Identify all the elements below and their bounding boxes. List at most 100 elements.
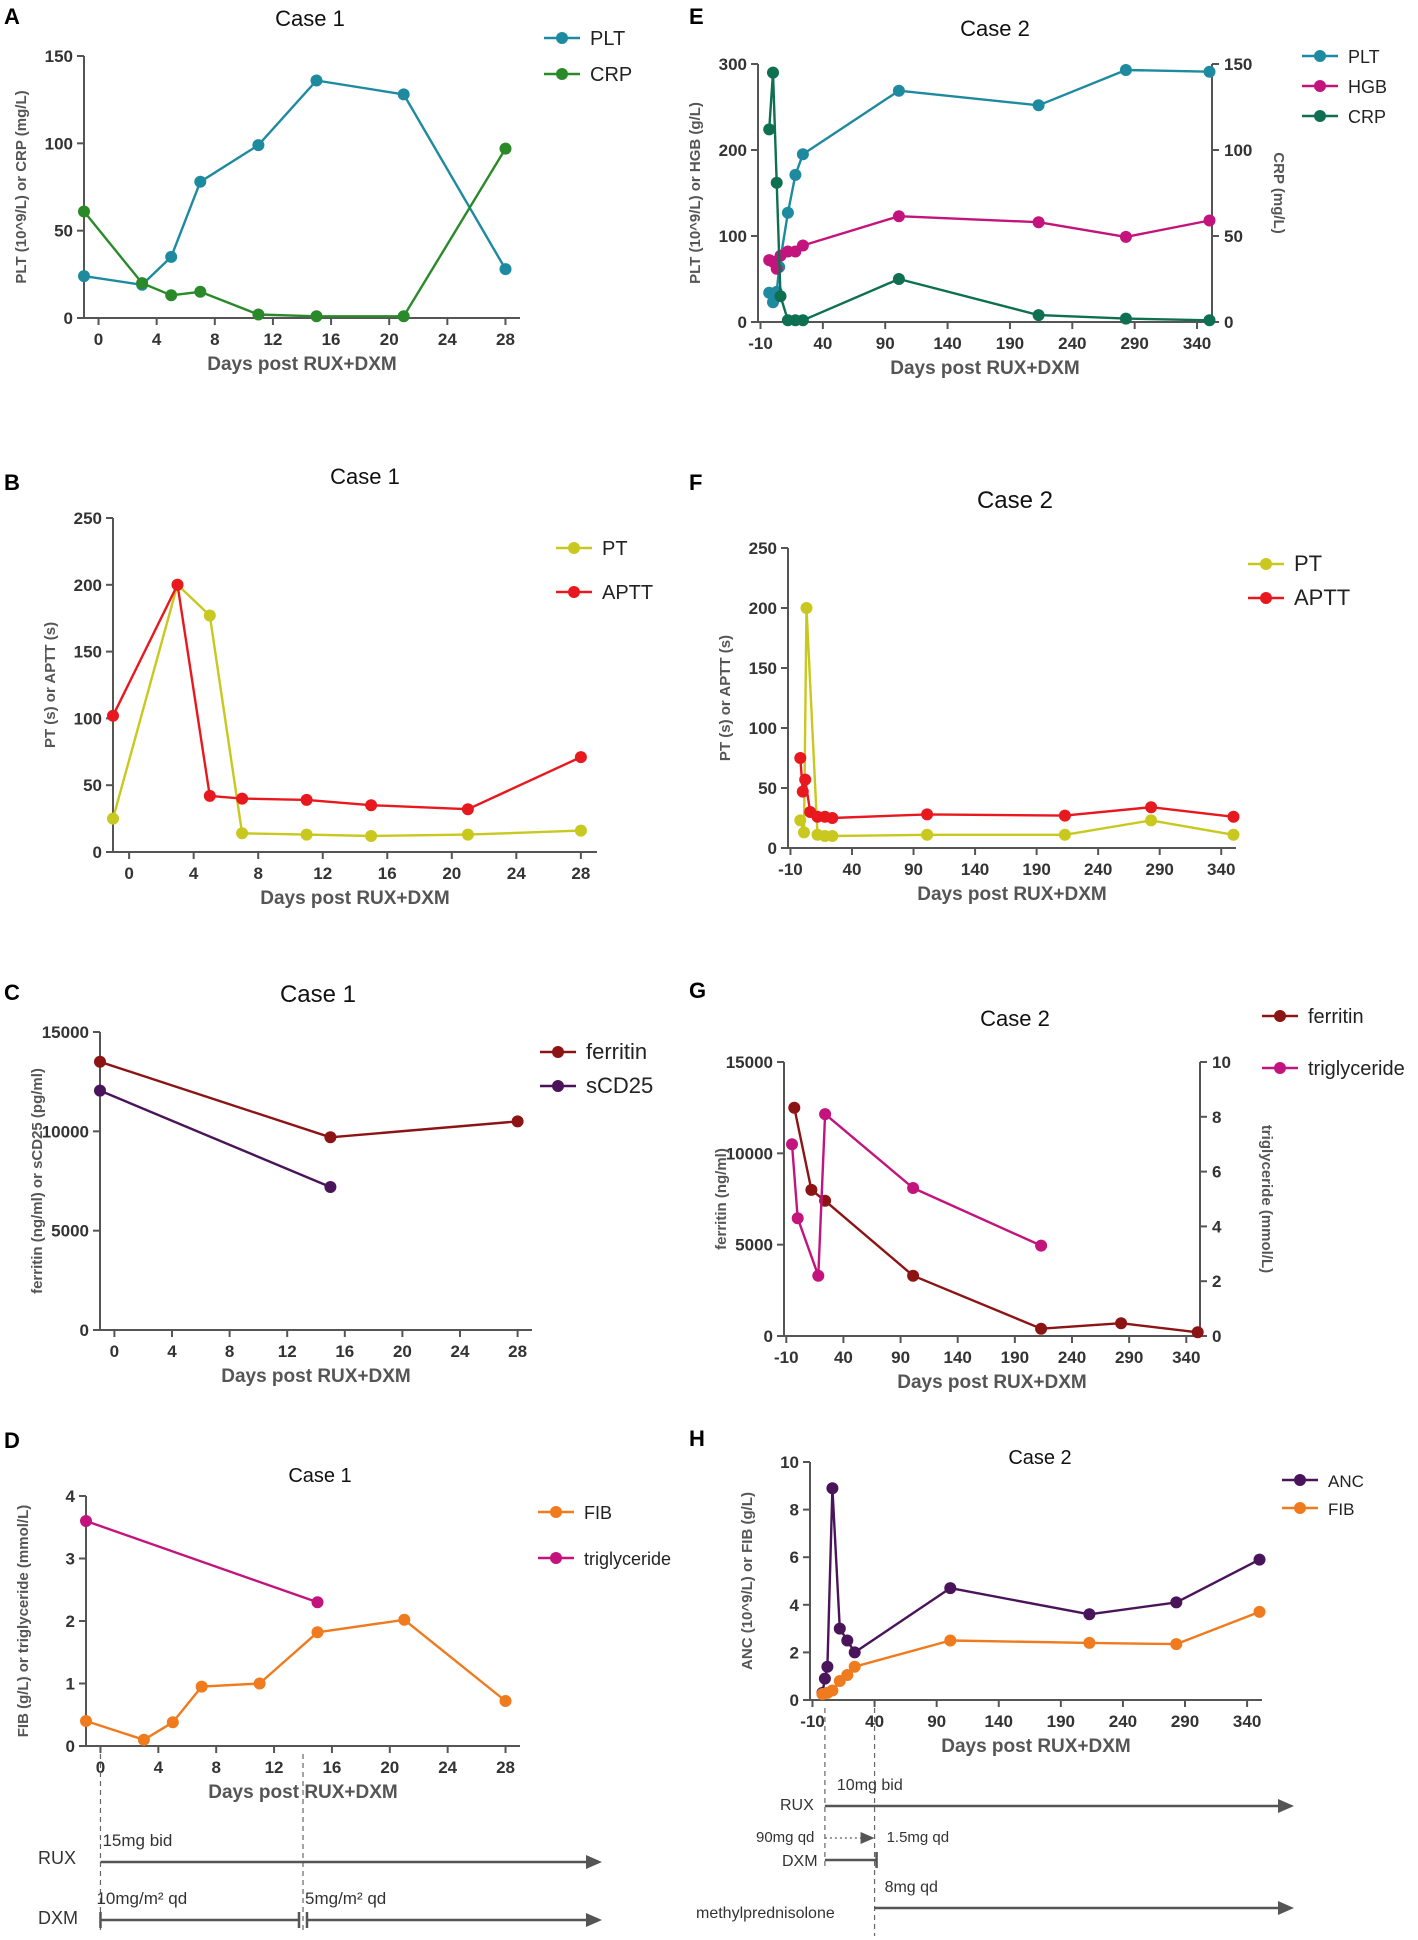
data-point-HGB <box>892 210 905 223</box>
y2-axis-title: CRP (mg/L) <box>1270 152 1287 233</box>
x-tick-label: 16 <box>335 1342 354 1361</box>
legend-label: triglyceride <box>584 1549 671 1569</box>
x-tick-label: 12 <box>278 1342 297 1361</box>
y2-tick-label: 50 <box>1224 227 1243 246</box>
data-point-FIB <box>1253 1605 1266 1618</box>
data-point-PLT <box>397 88 410 101</box>
y-tick-label: 3 <box>66 1550 75 1569</box>
y-tick-label: 200 <box>719 141 747 160</box>
data-point-ANC <box>833 1622 846 1635</box>
data-point-CRP <box>892 273 905 285</box>
timeline-arrowhead <box>586 1913 602 1927</box>
data-point-CRP <box>1119 312 1132 325</box>
data-point-CRP <box>397 310 410 323</box>
y-tick-label: 0 <box>738 313 747 332</box>
legend-label: PT <box>602 538 628 560</box>
data-point-FIB <box>944 1634 957 1647</box>
x-tick-label: 28 <box>508 1342 527 1361</box>
data-point-CRP <box>78 205 90 218</box>
data-point-PLT <box>165 250 178 263</box>
data-point-PT <box>1145 814 1158 827</box>
x-tick-label: 8 <box>225 1342 234 1361</box>
y-tick-label: 10000 <box>42 1122 89 1141</box>
data-point-triglyceride <box>812 1269 825 1282</box>
x-tick-label: 0 <box>94 330 103 349</box>
panel-label: E <box>689 4 704 29</box>
data-point-PT <box>107 812 119 825</box>
x-axis-title: Days post RUX+DXM <box>890 358 1080 379</box>
data-point-ferritin <box>94 1055 106 1068</box>
data-point-FIB <box>841 1669 854 1681</box>
legend-label: ferritin <box>586 1039 647 1064</box>
legend-swatch-marker <box>568 542 580 554</box>
y-axis-title: PT (s) or APTT (s) <box>42 622 59 748</box>
x-tick-label: 340 <box>1183 334 1211 353</box>
x-tick-label: 8 <box>210 330 219 349</box>
legend-item: APTT <box>1248 585 1350 610</box>
timeline-row-label: RUX <box>38 1848 76 1868</box>
legend-label: PLT <box>1348 47 1380 67</box>
data-point-CRP <box>767 66 779 79</box>
data-point-FIB <box>195 1680 208 1693</box>
x-tick-label: 20 <box>380 1758 399 1777</box>
data-point-PLT <box>1032 99 1045 112</box>
legend-swatch-marker <box>1314 50 1326 62</box>
data-point-APTT <box>794 752 807 764</box>
legend-swatch-marker <box>1274 1010 1286 1022</box>
data-point-PLT <box>789 168 802 181</box>
legend-item: PLT <box>544 28 625 50</box>
series-line-sCD25 <box>99 1089 331 1189</box>
x-tick-label: 240 <box>1058 334 1086 353</box>
x-tick-label: 90 <box>891 1348 910 1367</box>
data-point-ANC <box>821 1660 834 1673</box>
timeline-row-label: DXM <box>38 1908 78 1928</box>
data-point-APTT <box>574 751 587 764</box>
x-tick-label: 4 <box>154 1758 164 1777</box>
y-tick-label: 100 <box>74 709 102 728</box>
legend-item: PT <box>556 538 628 560</box>
x-tick-label: 190 <box>996 334 1024 353</box>
data-point-sCD25 <box>324 1181 337 1193</box>
y2-tick-label: 100 <box>1224 141 1252 160</box>
legend-swatch-marker <box>556 32 568 44</box>
data-point-CRP <box>499 142 512 155</box>
panel-label: B <box>4 470 20 495</box>
data-point-FIB <box>499 1695 512 1707</box>
y-tick-label: 150 <box>749 659 777 678</box>
series-line-FIB <box>822 1610 1260 1696</box>
data-point-APTT <box>921 808 934 821</box>
x-axis-title: Days post RUX+DXM <box>221 1366 411 1387</box>
y2-tick-label: 10 <box>1212 1053 1231 1072</box>
series-line-ANC <box>821 1486 1261 1694</box>
chart-title: Case 1 <box>275 6 345 31</box>
y-tick-label: 250 <box>749 539 777 558</box>
data-point-ferritin <box>805 1183 818 1196</box>
y-tick-label: 150 <box>74 643 102 662</box>
legend-swatch-marker <box>1294 1474 1306 1486</box>
legend-swatch-marker <box>1314 80 1326 92</box>
y2-tick-label: 4 <box>1212 1217 1222 1236</box>
data-point-PT <box>236 827 249 840</box>
data-point-CRP <box>310 310 323 323</box>
x-axis-title: Days post RUX+DXM <box>207 354 397 375</box>
x-tick-label: 40 <box>813 334 832 353</box>
x-tick-label: 28 <box>571 864 590 883</box>
x-axis-title: Days post RUX+DXM <box>260 888 450 909</box>
legend-swatch-marker <box>1260 592 1272 604</box>
y2-tick-label: 150 <box>1224 55 1252 74</box>
data-point-PT <box>203 609 216 622</box>
timeline-dose-label: 15mg bid <box>102 1831 172 1850</box>
legend-label: APTT <box>1294 585 1350 610</box>
data-point-ferritin <box>324 1131 337 1144</box>
data-point-PLT <box>1203 65 1216 78</box>
data-point-triglyceride <box>907 1182 920 1194</box>
timeline-arrowhead <box>860 1832 875 1844</box>
legend-item: CRP <box>1302 107 1386 127</box>
data-point-APTT <box>1058 809 1071 822</box>
data-point-ANC <box>818 1672 831 1685</box>
legend-label: FIB <box>1328 1500 1354 1519</box>
y-tick-label: 2 <box>66 1612 75 1631</box>
series-line-CRP <box>768 71 1210 322</box>
